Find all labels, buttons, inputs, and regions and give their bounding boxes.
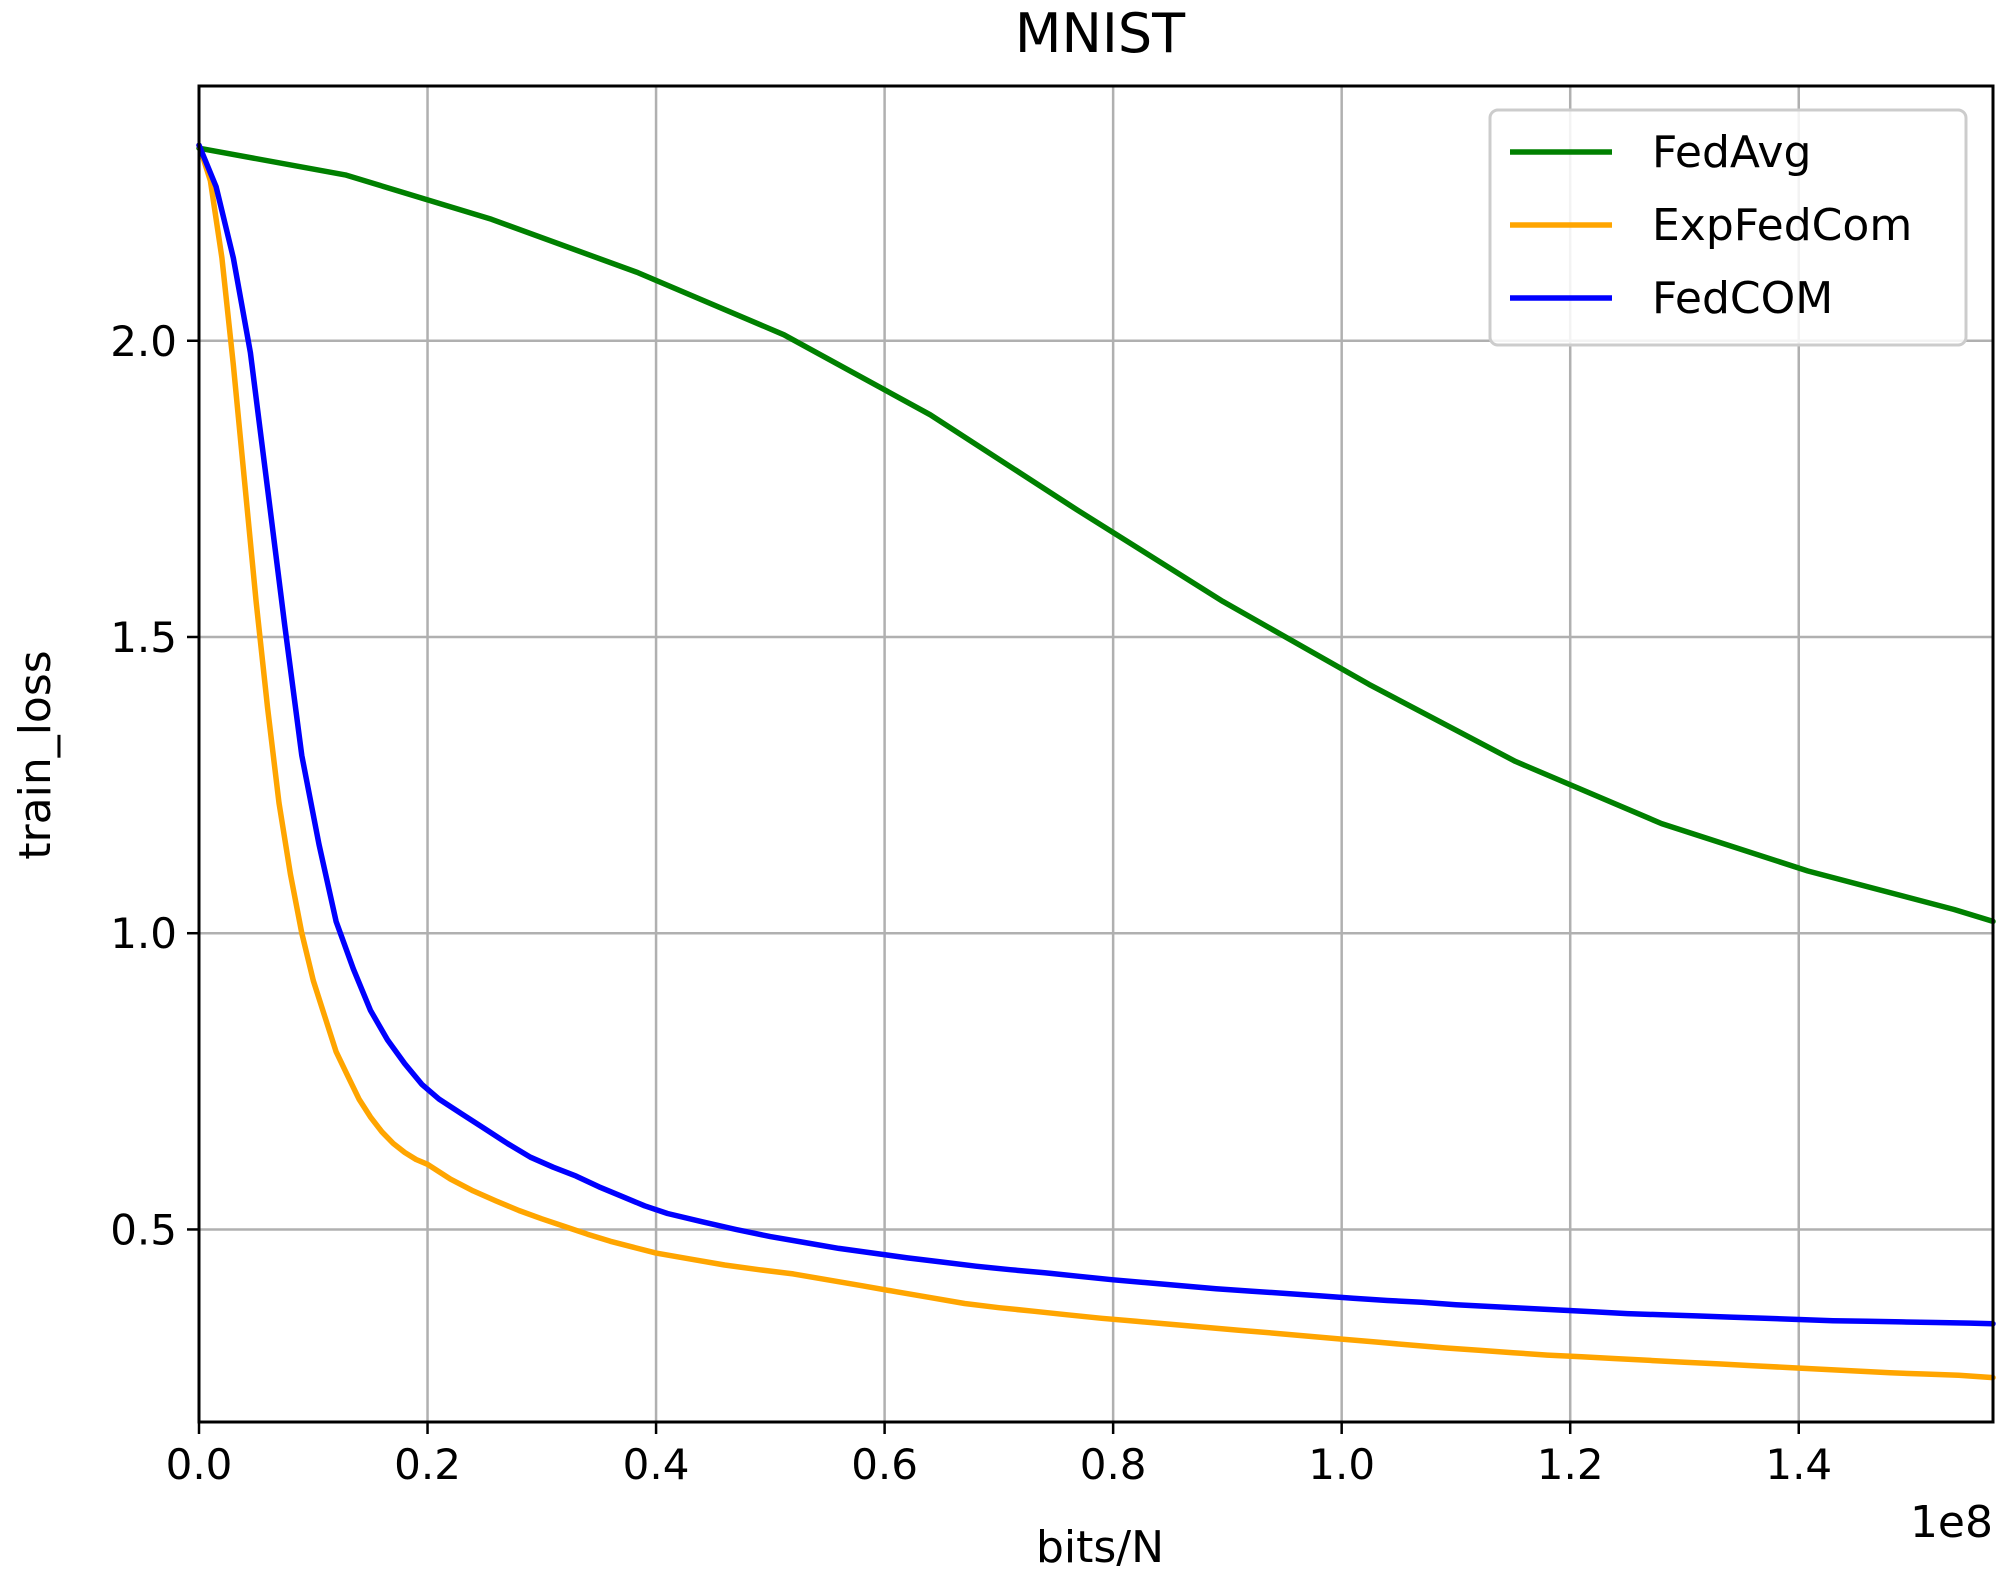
series-line-expfedcom [196, 142, 1996, 1381]
legend: FedAvg ExpFedCom FedCOM [1488, 108, 1968, 347]
y-tick-label: 2.0 [110, 317, 177, 366]
x-axis-label: bits/N [1036, 1522, 1164, 1573]
series-line-fedcom [196, 142, 1996, 1327]
ticks: 0.0 0.2 0.4 0.6 0.8 1.0 1.2 1.4 0.5 1.0 1.5 2.0 [110, 317, 1832, 1489]
grid [197, 86, 1993, 1422]
x-axis-offset-text: 1e8 [1910, 1497, 1993, 1548]
legend-label-fedcom: FedCOM [1652, 273, 1833, 324]
y-axis-label: train_loss [10, 650, 61, 859]
y-tick-label: 0.5 [110, 1205, 177, 1254]
y-tick-label: 1.5 [110, 613, 177, 662]
series-lines [196, 142, 1996, 1381]
x-tick-label: 0.2 [394, 1440, 461, 1489]
x-tick-label: 0.4 [623, 1440, 690, 1489]
x-tick-label: 0.6 [851, 1440, 918, 1489]
x-tick-label: 0.0 [166, 1440, 233, 1489]
series-line-fedavg [196, 145, 1996, 925]
x-tick-label: 0.8 [1080, 1440, 1147, 1489]
x-tick-label: 1.0 [1308, 1440, 1375, 1489]
x-tick-label: 1.2 [1537, 1440, 1604, 1489]
axes-frame [197, 84, 1995, 1424]
legend-label-expfedcom: ExpFedCom [1652, 200, 1912, 251]
chart-title: MNIST [1015, 2, 1186, 65]
legend-box [1488, 108, 1968, 347]
x-tick-label: 1.4 [1765, 1440, 1832, 1489]
legend-label-fedavg: FedAvg [1652, 127, 1811, 178]
y-tick-label: 1.0 [110, 909, 177, 958]
